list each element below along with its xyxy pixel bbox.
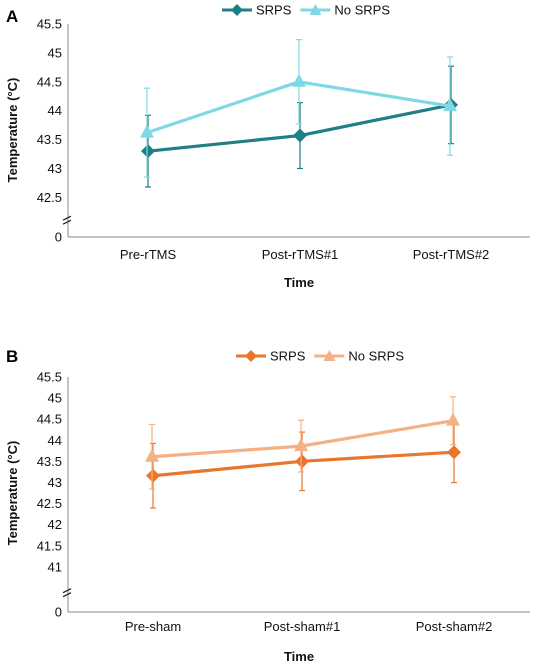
x-axis-title: Time: [284, 649, 314, 664]
data-point-diamond: [447, 445, 461, 460]
y-tick-label: 44: [48, 433, 62, 448]
y-axis-title: Temperature (°C): [5, 78, 20, 183]
data-point-triangle: [140, 124, 154, 138]
x-axis-title: Time: [284, 275, 314, 290]
y-tick-label: 0: [55, 605, 62, 620]
legend-marker-triangle: [309, 4, 322, 15]
y-tick-label: 41: [48, 559, 62, 574]
axis-break-mark: [62, 219, 72, 225]
axis-break-mark: [62, 588, 72, 594]
panel-label: B: [6, 347, 18, 366]
x-tick-label: Pre-sham: [125, 619, 181, 634]
data-point-triangle: [145, 448, 159, 462]
data-point-diamond: [141, 144, 155, 159]
y-tick-label: 41.5: [37, 538, 62, 553]
data-point-diamond: [295, 454, 309, 469]
panel-label: A: [6, 7, 18, 26]
y-tick-label: 45: [48, 391, 62, 406]
y-tick-label: 43.5: [37, 454, 62, 469]
legend-label: SRPS: [256, 3, 292, 18]
legend-marker-diamond: [245, 350, 257, 362]
y-tick-label: 44.5: [37, 74, 62, 89]
legend-label: No SRPS: [334, 3, 390, 18]
legend-label: No SRPS: [348, 349, 404, 364]
data-point-triangle: [294, 438, 308, 452]
y-tick-label: 44: [48, 103, 62, 118]
x-tick-label: Post-rTMS#2: [413, 247, 490, 262]
y-tick-label: 43: [48, 475, 62, 490]
x-tick-label: Post-sham#2: [416, 619, 493, 634]
y-tick-label: 45.5: [37, 370, 62, 385]
axis-break-mark: [62, 592, 72, 598]
data-point-triangle: [292, 73, 306, 87]
chart-panel-b: B 45.5 45 44.5 44 43.5 43 42.5 42 41.5 41 0 Pre-sham…: [5, 347, 530, 664]
y-tick-label: 43.5: [37, 132, 62, 147]
data-point-diamond: [146, 468, 160, 483]
chart-panel-a: A 45.5 45 44.5 44 43.5 43 42.5 0 Pre-rTMS Post-rTM…: [5, 3, 530, 290]
x-tick-label: Pre-rTMS: [120, 247, 177, 262]
axis-break-mark: [62, 215, 72, 221]
legend-marker-triangle: [323, 350, 336, 361]
legend-label: SRPS: [270, 349, 306, 364]
legend-marker-diamond: [231, 4, 243, 16]
y-tick-label: 45.5: [37, 17, 62, 32]
x-tick-label: Post-rTMS#1: [262, 247, 339, 262]
y-tick-label: 42.5: [37, 190, 62, 205]
y-tick-label: 0: [55, 230, 62, 245]
data-point-diamond: [293, 128, 307, 143]
y-axis-title: Temperature (°C): [5, 441, 20, 546]
data-point-triangle: [443, 98, 457, 112]
y-tick-label: 45: [48, 45, 62, 60]
x-tick-label: Post-sham#1: [264, 619, 341, 634]
y-tick-label: 44.5: [37, 412, 62, 427]
y-tick-label: 42.5: [37, 496, 62, 511]
data-point-triangle: [446, 412, 460, 426]
y-tick-label: 43: [48, 161, 62, 176]
y-tick-label: 42: [48, 517, 62, 532]
